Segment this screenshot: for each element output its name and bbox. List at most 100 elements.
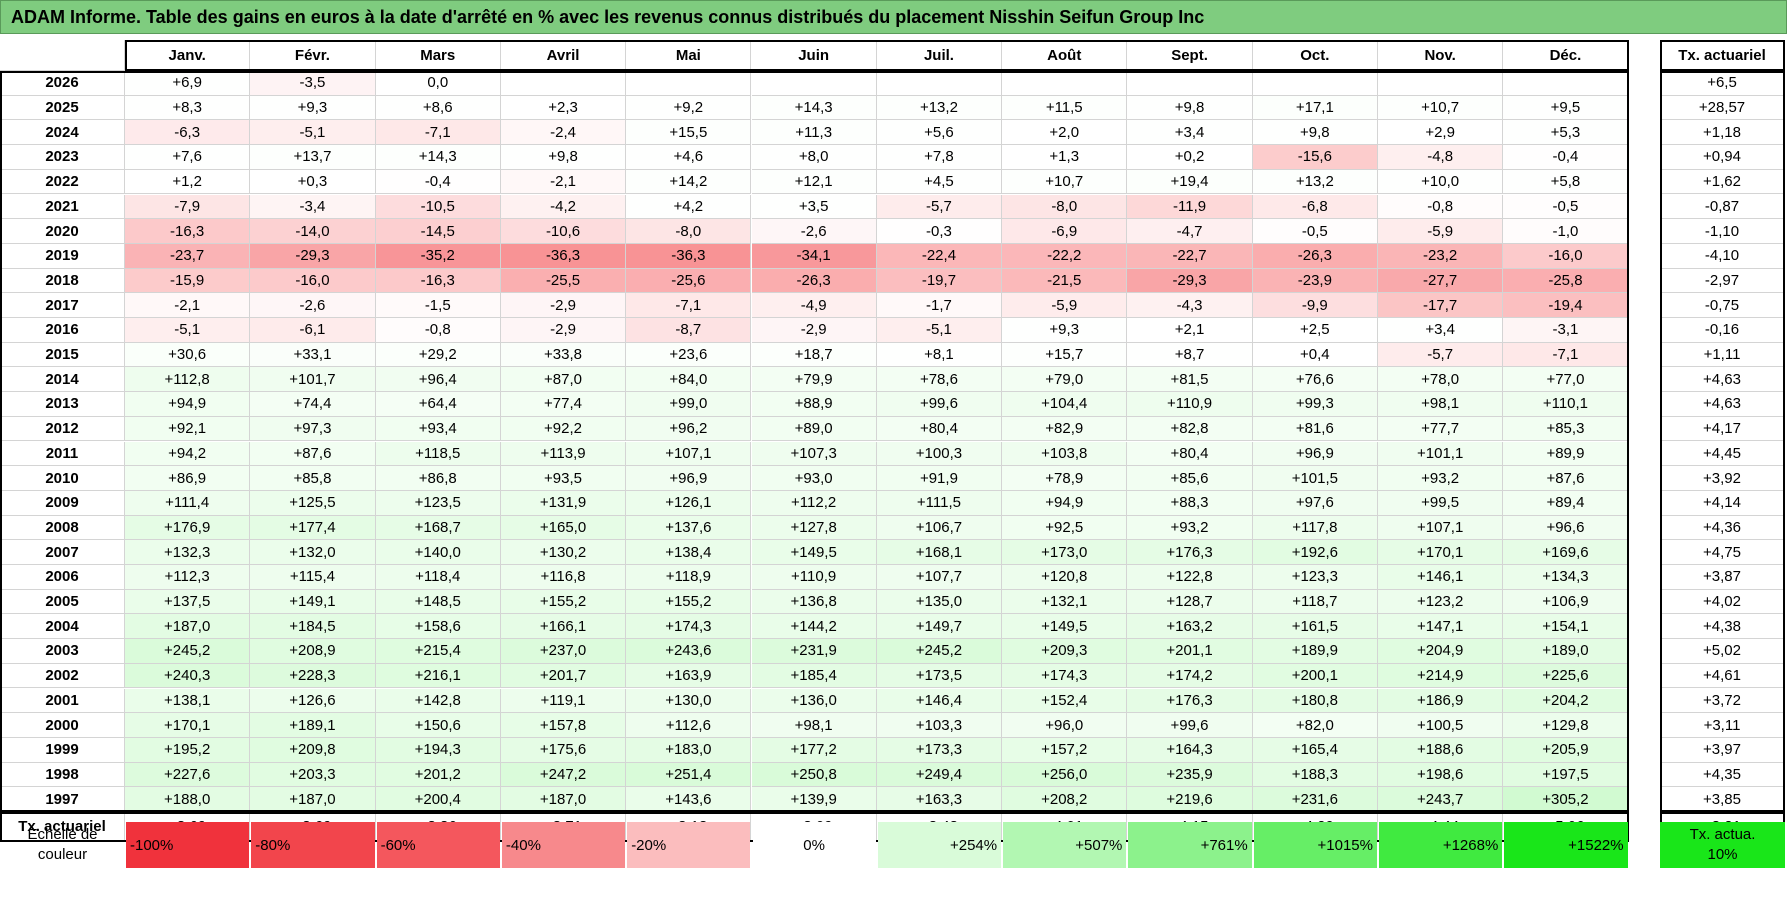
gain-cell: +0,2 <box>1127 145 1253 170</box>
gain-cell: +2,0 <box>1002 120 1128 146</box>
gain-cell: -25,6 <box>626 268 752 294</box>
gain-cell: +110,9 <box>751 565 877 590</box>
gain-cell: -0,4 <box>375 169 501 195</box>
gain-cell: -23,7 <box>125 243 251 269</box>
tx-cell: +4,14 <box>1660 490 1785 516</box>
gain-cell: +7,6 <box>125 145 251 170</box>
gain-cell: +154,1 <box>1503 614 1629 640</box>
gain-cell: -6,9 <box>1002 219 1128 244</box>
gain-cell: +88,3 <box>1127 490 1253 516</box>
gain-cell: -0,5 <box>1252 219 1378 244</box>
gain-cell: +186,9 <box>1378 688 1504 714</box>
gain-cell: +177,4 <box>250 515 376 541</box>
gain-cell: -5,9 <box>1378 219 1504 244</box>
gain-cell: +89,4 <box>1503 490 1629 516</box>
gain-cell: +228,3 <box>250 663 376 689</box>
year-cell: 2025 <box>0 95 125 121</box>
gain-cell: +85,3 <box>1503 416 1629 442</box>
gain-cell: +203,3 <box>250 762 376 788</box>
gain-cell: +30,6 <box>125 342 251 368</box>
gain-cell: -2,4 <box>500 120 627 146</box>
year-cell: 2004 <box>0 614 125 640</box>
gain-cell: +14,3 <box>375 145 501 170</box>
gain-cell: +166,1 <box>500 614 627 640</box>
month-header: Août <box>1002 40 1128 71</box>
year-cell: 2017 <box>0 293 125 318</box>
gain-cell: +89,0 <box>751 416 877 442</box>
gain-cell: +86,8 <box>375 466 501 491</box>
gain-cell: -19,4 <box>1503 293 1629 318</box>
gain-cell: -9,9 <box>1252 293 1378 318</box>
gain-cell: +78,6 <box>876 367 1003 393</box>
gain-cell: -7,1 <box>1503 342 1629 368</box>
gain-cell: -2,9 <box>500 318 627 343</box>
gain-cell: -26,3 <box>751 268 877 294</box>
gain-cell: +8,6 <box>375 95 501 121</box>
gain-cell: +187,0 <box>250 787 376 812</box>
gain-cell: +9,8 <box>1127 95 1253 121</box>
gain-cell: +82,0 <box>1252 713 1378 738</box>
gain-cell <box>1378 71 1504 96</box>
gain-cell: +138,1 <box>125 688 251 714</box>
tx-cell: +1,62 <box>1660 169 1785 195</box>
gain-cell: +5,8 <box>1503 169 1629 195</box>
year-cell: 2019 <box>0 243 125 269</box>
gain-cell: +2,9 <box>1378 120 1504 146</box>
legend-swatch: -20% <box>627 822 751 868</box>
gain-cell: +15,7 <box>1002 342 1128 368</box>
year-cell: 2018 <box>0 268 125 294</box>
gain-cell: +81,5 <box>1127 367 1253 393</box>
year-cell: 2020 <box>0 219 125 244</box>
month-header: Déc. <box>1503 40 1629 71</box>
gain-cell: -35,2 <box>375 243 501 269</box>
gain-cell: +8,0 <box>751 145 877 170</box>
gain-cell: -16,3 <box>375 268 501 294</box>
gain-cell: +157,8 <box>500 713 627 738</box>
gain-cell: +184,5 <box>250 614 376 640</box>
tx-cell: +3,87 <box>1660 565 1785 590</box>
gain-cell: +84,0 <box>626 367 752 393</box>
gain-cell <box>500 71 627 96</box>
gain-cell: +96,4 <box>375 367 501 393</box>
year-cell: 2003 <box>0 639 125 664</box>
gain-cell: +176,3 <box>1127 540 1253 565</box>
gain-cell: +4,2 <box>626 194 752 220</box>
gain-cell: +123,2 <box>1378 589 1504 615</box>
header-corner <box>0 40 125 71</box>
gain-cell: +117,8 <box>1252 515 1378 541</box>
tx-cell: -0,75 <box>1660 293 1785 318</box>
gain-cell: +164,3 <box>1127 737 1253 763</box>
gain-cell: +23,6 <box>626 342 752 368</box>
gain-cell: -2,6 <box>250 293 376 318</box>
gain-cell: +225,6 <box>1503 663 1629 689</box>
gain-cell: +187,0 <box>125 614 251 640</box>
tx-cell: +4,63 <box>1660 367 1785 393</box>
gain-cell <box>626 71 752 96</box>
gain-cell: +78,9 <box>1002 466 1128 491</box>
gain-cell: +86,9 <box>125 466 251 491</box>
tx-cell: -0,16 <box>1660 318 1785 343</box>
gain-cell: +118,4 <box>375 565 501 590</box>
tx-cell: +1,11 <box>1660 342 1785 368</box>
gain-cell: +11,5 <box>1002 95 1128 121</box>
gain-cell: +10,0 <box>1378 169 1504 195</box>
year-cell: 2008 <box>0 515 125 541</box>
gain-cell: +201,7 <box>500 663 627 689</box>
tx-cell: +4,35 <box>1660 762 1785 788</box>
gain-cell: +173,5 <box>876 663 1003 689</box>
gain-cell: +144,2 <box>751 614 877 640</box>
gain-cell: +79,0 <box>1002 367 1128 393</box>
gain-cell: -6,1 <box>250 318 376 343</box>
gain-cell: +3,5 <box>751 194 877 220</box>
gain-cell: +118,9 <box>626 565 752 590</box>
gain-cell: +169,6 <box>1503 540 1629 565</box>
gain-cell: +195,2 <box>125 737 251 763</box>
gain-cell <box>1002 71 1128 96</box>
gain-cell: +9,8 <box>1252 120 1378 146</box>
gain-cell: +235,9 <box>1127 762 1253 788</box>
gain-cell: +107,3 <box>751 441 877 467</box>
gain-cell: +96,9 <box>626 466 752 491</box>
gain-cell: +158,6 <box>375 614 501 640</box>
legend-swatch: +1522% <box>1504 822 1628 868</box>
year-cell: 2002 <box>0 663 125 689</box>
